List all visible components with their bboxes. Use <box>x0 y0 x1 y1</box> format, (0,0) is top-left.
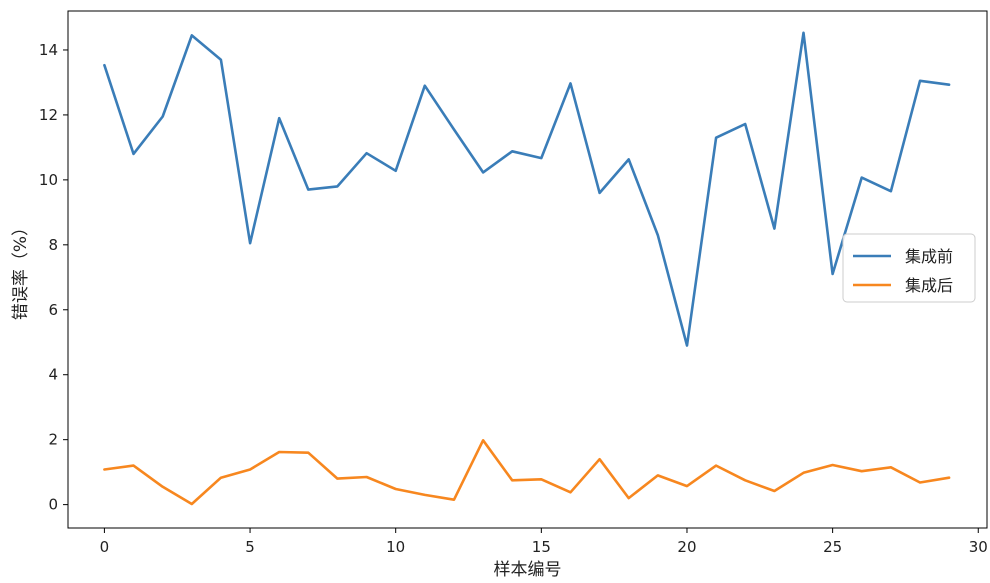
legend-label-2: 集成后 <box>905 276 953 295</box>
y-tick-label: 10 <box>39 171 58 189</box>
y-tick-label: 4 <box>48 366 58 384</box>
x-tick-label: 10 <box>386 538 405 556</box>
x-tick-label: 15 <box>532 538 551 556</box>
legend-label-1: 集成前 <box>905 247 953 266</box>
series-line-1 <box>103 31 951 347</box>
y-axis-label: 错误率（%） <box>11 219 31 320</box>
x-tick-label: 20 <box>677 538 696 556</box>
y-tick-label: 0 <box>48 496 58 514</box>
y-tick-label: 6 <box>48 301 58 319</box>
x-tick-label: 30 <box>969 538 988 556</box>
series-line-2 <box>103 438 951 506</box>
y-tick-label: 14 <box>39 41 58 59</box>
x-tick-label: 5 <box>245 538 255 556</box>
y-tick-label: 12 <box>39 106 58 124</box>
x-axis-label: 样本编号 <box>494 560 562 579</box>
x-tick-label: 25 <box>823 538 842 556</box>
plot-frame <box>67 10 988 529</box>
y-tick-label: 2 <box>48 431 58 449</box>
y-tick-label: 8 <box>48 236 58 254</box>
x-tick-label: 0 <box>100 538 110 556</box>
